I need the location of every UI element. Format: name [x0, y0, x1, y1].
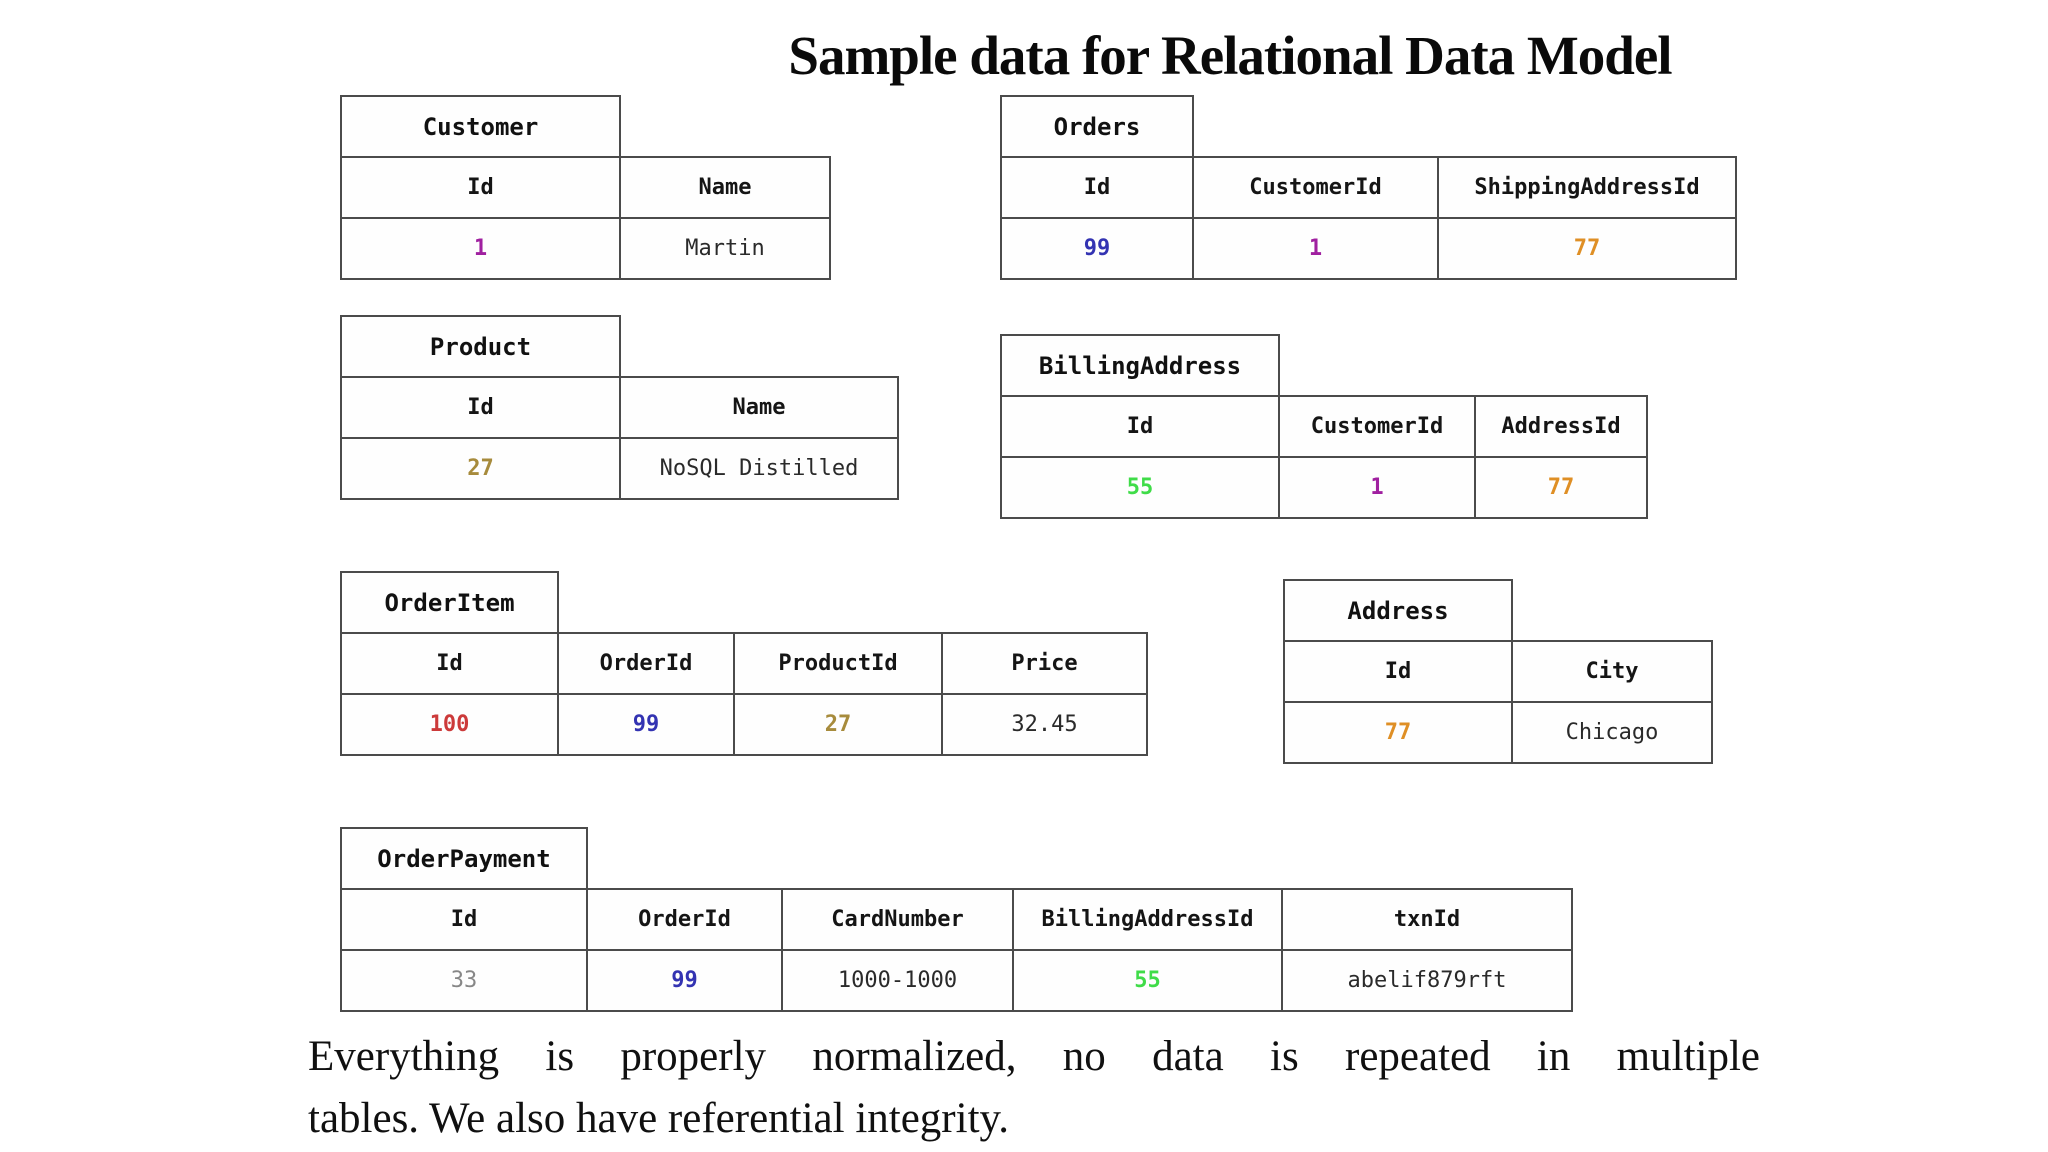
page-title: Sample data for Relational Data Model	[788, 25, 1672, 86]
data-cell: NoSQL Distilled	[619, 437, 899, 500]
spacer	[558, 572, 1147, 633]
data-cell: 99	[586, 949, 783, 1012]
data-cell: 1	[1278, 456, 1476, 519]
header-cell: Id	[340, 632, 559, 695]
header-cell: Id	[1000, 395, 1280, 458]
spacer	[1512, 580, 1712, 641]
data-cell: 55	[1000, 456, 1280, 519]
data-cell: 77	[1474, 456, 1648, 519]
table-address: Address Id City 77 Chicago	[1283, 579, 1713, 764]
table-row: 100 99 27 32.45	[340, 693, 1148, 756]
header-cell: Id	[340, 156, 621, 219]
data-cell: 32.45	[941, 693, 1148, 756]
table-row: 27 NoSQL Distilled	[340, 437, 899, 500]
data-cell: 77	[1283, 701, 1513, 764]
header-cell: Id	[340, 888, 588, 951]
table-row: 1 Martin	[340, 217, 831, 280]
data-cell: 27	[733, 693, 943, 756]
header-cell: txnId	[1281, 888, 1573, 951]
caption-line-1: Everything is properly normalized, no da…	[308, 1033, 1760, 1080]
data-cell: 77	[1437, 217, 1737, 280]
table-product: Product Id Name 27 NoSQL Distilled	[340, 315, 899, 500]
header-cell: OrderId	[586, 888, 783, 951]
header-cell: ShippingAddressId	[1437, 156, 1737, 219]
header-cell: Name	[619, 156, 831, 219]
data-cell: Martin	[619, 217, 831, 280]
table-orders: Orders Id CustomerId ShippingAddressId 9…	[1000, 95, 1737, 280]
header-cell: Id	[1000, 156, 1194, 219]
table-order-item-title: OrderItem	[340, 571, 559, 634]
data-cell: 33	[340, 949, 588, 1012]
table-billing-address-title: BillingAddress	[1000, 334, 1280, 397]
table-order-item: OrderItem Id OrderId ProductId Price 100…	[340, 571, 1148, 756]
data-cell: 100	[340, 693, 559, 756]
header-cell: Id	[1283, 640, 1513, 703]
header-cell: CustomerId	[1192, 156, 1439, 219]
spacer	[620, 316, 898, 377]
spacer	[1193, 96, 1736, 157]
spacer	[1279, 335, 1647, 396]
header-cell: AddressId	[1474, 395, 1648, 458]
header-cell: City	[1511, 640, 1713, 703]
table-order-payment-title: OrderPayment	[340, 827, 588, 890]
table-customer: Customer Id Name 1 Martin	[340, 95, 831, 280]
header-cell: Name	[619, 376, 899, 439]
data-cell: abelif879rft	[1281, 949, 1573, 1012]
header-cell: CardNumber	[781, 888, 1014, 951]
data-cell: 1	[1192, 217, 1439, 280]
data-cell: 27	[340, 437, 621, 500]
table-row: 77 Chicago	[1283, 701, 1713, 764]
table-orders-title: Orders	[1000, 95, 1194, 158]
table-billing-address: BillingAddress Id CustomerId AddressId 5…	[1000, 334, 1648, 519]
header-cell: Id	[340, 376, 621, 439]
data-cell: 1000-1000	[781, 949, 1014, 1012]
data-cell: 1	[340, 217, 621, 280]
table-row: 55 1 77	[1000, 456, 1648, 519]
header-cell: CustomerId	[1278, 395, 1476, 458]
caption-text: Everything is properly normalized, no da…	[308, 1026, 1760, 1150]
header-cell: ProductId	[733, 632, 943, 695]
table-row: 33 99 1000-1000 55 abelif879rft	[340, 949, 1573, 1012]
table-product-title: Product	[340, 315, 621, 378]
header-cell: BillingAddressId	[1012, 888, 1283, 951]
spacer	[587, 828, 1572, 889]
table-customer-title: Customer	[340, 95, 621, 158]
header-cell: Price	[941, 632, 1148, 695]
data-cell: 99	[557, 693, 735, 756]
header-cell: OrderId	[557, 632, 735, 695]
data-cell: Chicago	[1511, 701, 1713, 764]
table-address-title: Address	[1283, 579, 1513, 642]
spacer	[620, 96, 830, 157]
table-order-payment: OrderPayment Id OrderId CardNumber Billi…	[340, 827, 1573, 1012]
caption-line-2: tables. We also have referential integri…	[308, 1095, 1009, 1142]
data-cell: 55	[1012, 949, 1283, 1012]
table-row: 99 1 77	[1000, 217, 1737, 280]
data-cell: 99	[1000, 217, 1194, 280]
